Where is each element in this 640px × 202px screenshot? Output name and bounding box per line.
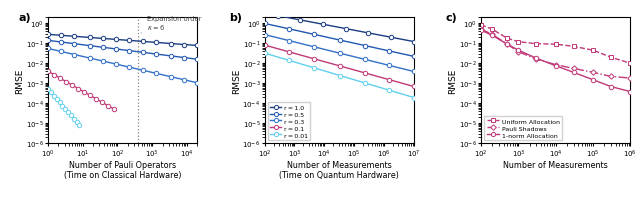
- Text: b): b): [228, 13, 242, 23]
- Text: Expansion order
$\kappa = 6$: Expansion order $\kappa = 6$: [141, 16, 201, 34]
- Legend: r = 1.0, r = 0.5, r = 0.3, r = 0.1, r = 0.01: r = 1.0, r = 0.5, r = 0.3, r = 0.1, r = …: [268, 102, 310, 140]
- Y-axis label: RMSE: RMSE: [15, 68, 24, 93]
- X-axis label: Number of Measurements
(Time on Quantum Hardware): Number of Measurements (Time on Quantum …: [279, 160, 399, 180]
- Y-axis label: RMSE: RMSE: [232, 68, 241, 93]
- Text: c): c): [445, 13, 457, 23]
- X-axis label: Number of Measurements: Number of Measurements: [503, 160, 608, 169]
- X-axis label: Number of Pauli Operators
(Time on Classical Hardware): Number of Pauli Operators (Time on Class…: [64, 160, 181, 180]
- Text: a): a): [18, 13, 31, 23]
- Legend: Uniform Allocation, Pauli Shadows, 1-norm Allocation: Uniform Allocation, Pauli Shadows, 1-nor…: [484, 116, 562, 140]
- Y-axis label: RMSE: RMSE: [449, 68, 458, 93]
